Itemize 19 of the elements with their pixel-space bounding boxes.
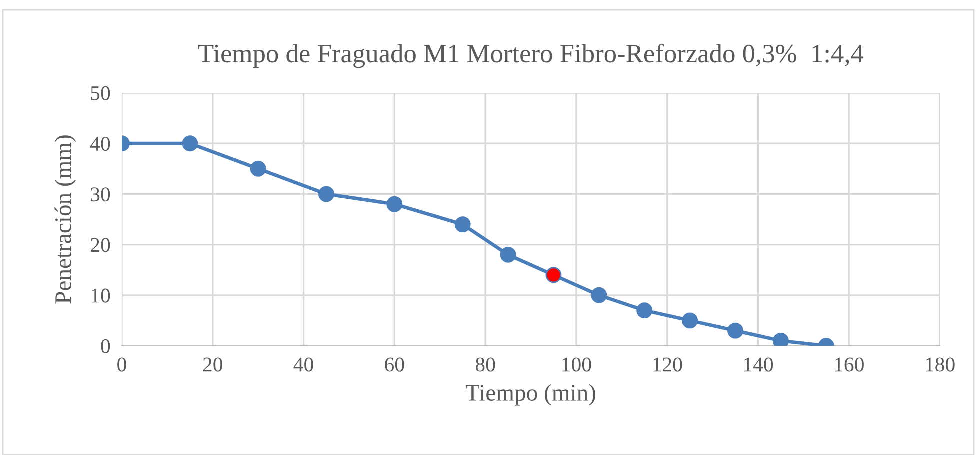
y-tick-label: 10: [92, 288, 110, 303]
x-tick-label: 120: [654, 358, 682, 372]
chart-title: Tiempo de Fraguado M1 Mortero Fibro-Reforzado 0,3% 1:4,4: [198, 44, 864, 68]
x-tick-label: 160: [835, 358, 864, 372]
y-tick-label: 30: [91, 188, 110, 202]
x-tick-label: 180: [926, 358, 955, 372]
y-axis-title: Penetración (mm): [54, 136, 76, 304]
x-tick-label: 140: [744, 358, 774, 372]
y-tick-label: 50: [91, 86, 110, 100]
x-tick-label: 60: [385, 358, 404, 372]
y-tick-label: 40: [90, 136, 110, 152]
x-tick-label: 40: [294, 358, 314, 372]
x-tick-label: 20: [203, 358, 223, 372]
x-tick-label: 100: [562, 358, 592, 372]
x-axis-title: Tiempo (min): [466, 384, 596, 406]
x-tick-label: 0: [118, 358, 126, 372]
x-tick-label: 80: [476, 358, 496, 372]
y-tick-label: 0: [101, 339, 110, 354]
y-tick-label: 20: [90, 238, 110, 252]
